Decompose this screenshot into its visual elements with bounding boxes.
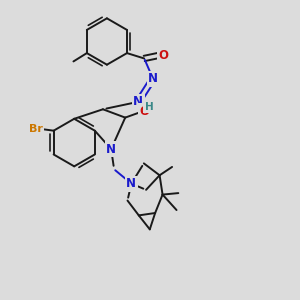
Text: N: N	[106, 142, 116, 156]
Text: O: O	[159, 49, 169, 62]
Text: N: N	[148, 72, 158, 85]
Text: N: N	[126, 177, 136, 190]
Text: H: H	[145, 102, 153, 112]
Text: Br: Br	[29, 124, 43, 134]
Text: N: N	[133, 95, 143, 108]
Text: O: O	[139, 105, 149, 118]
